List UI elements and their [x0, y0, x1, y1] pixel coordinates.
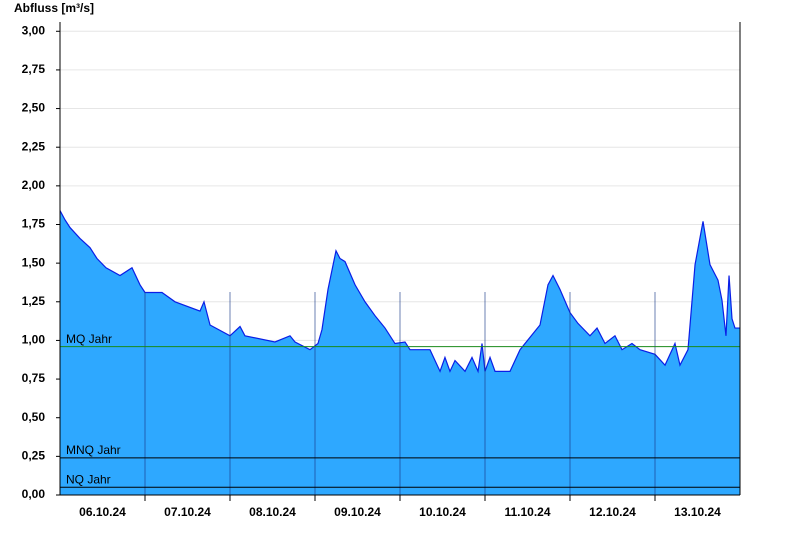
line [59, 210, 740, 374]
y-tick-label: 0,75 [22, 371, 46, 385]
axis-title: Abfluss [m³/s] [14, 1, 94, 15]
y-tick-label: 2,25 [22, 139, 46, 153]
y-tick-label: 0,00 [22, 487, 46, 501]
y-tick-label: 3,00 [22, 23, 46, 37]
y-tick-label: 2,00 [22, 178, 46, 192]
x-tick-label: 06.10.24 [79, 505, 126, 519]
y-tick-label: 2,75 [22, 62, 46, 76]
y-tick-label: 0,25 [22, 449, 46, 463]
y-tick-label: 1,75 [22, 217, 46, 231]
x-tick-label: 08.10.24 [249, 505, 296, 519]
reference-label: MNQ Jahr [66, 443, 121, 457]
y-tick-label: 0,50 [22, 410, 46, 424]
y-tick-label: 1,25 [22, 294, 46, 308]
x-tick-label: 07.10.24 [164, 505, 211, 519]
x-tick-label: 11.10.24 [504, 505, 550, 519]
x-tick-label: 12.10.24 [589, 505, 636, 519]
reference-label: NQ Jahr [66, 472, 111, 486]
y-tick-label: 1,50 [22, 255, 46, 269]
y-tick-label: 2,50 [22, 101, 46, 115]
y-tick-label: 1,00 [22, 333, 46, 347]
x-tick-label: 09.10.24 [334, 505, 381, 519]
x-tick-label: 10.10.24 [419, 505, 466, 519]
reference-label: MQ Jahr [66, 332, 112, 346]
x-tick-label: 13.10.24 [674, 505, 721, 519]
